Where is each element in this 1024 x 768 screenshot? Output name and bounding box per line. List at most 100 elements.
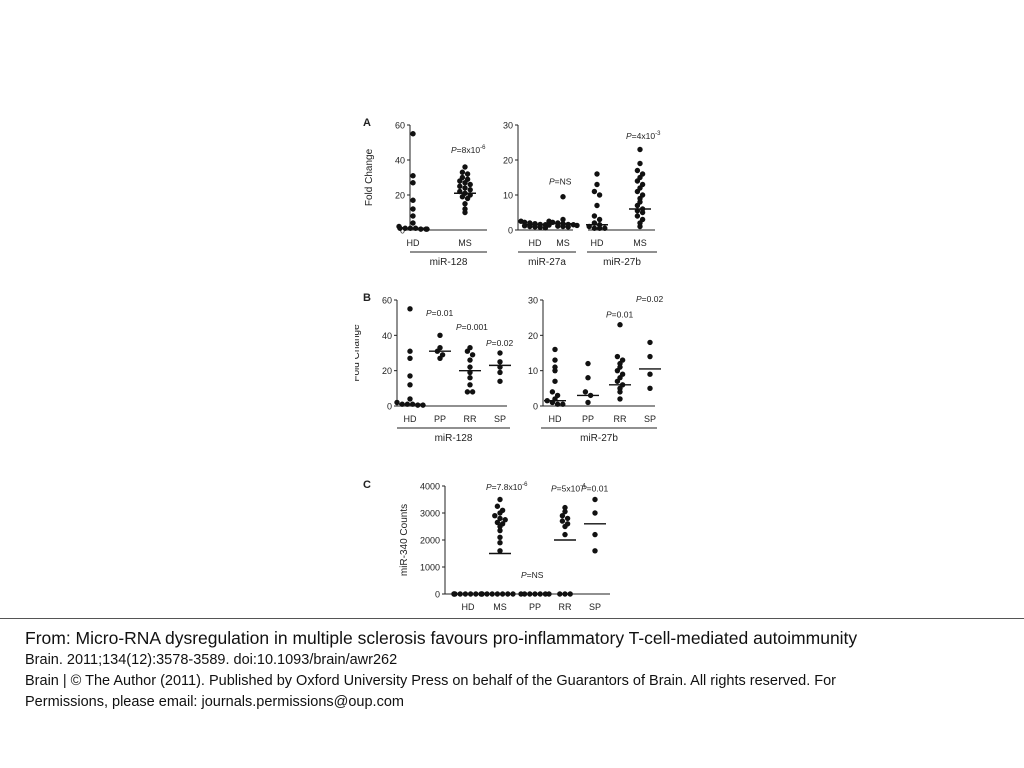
x-tick-label-b-mir-27b: RR [614,414,627,424]
data-point-a-mir-27b-ms [634,202,641,209]
x-tick-label-c-counts: MS [493,602,507,612]
group-label-a-mir-27a: miR-27a [528,257,566,268]
data-point-a-mir-27b-ms [634,188,641,195]
data-point-b-mir-27b-hd [552,357,558,363]
panel-label-b: B [363,292,371,304]
p-value-c-counts-sp: P=0.01 [581,483,608,493]
x-tick-label-c-counts: RR [559,602,572,612]
caption-title: From: Micro-RNA dysregulation in multipl… [25,628,858,648]
x-tick-label-b-mir-27b: HD [549,414,562,424]
data-point-b-mir-128-rr [467,382,473,388]
data-point-a-mir-27b-ms [637,146,643,153]
data-point-c-counts-ms [497,534,503,540]
y-tick-label-a-mir-27a: 10 [503,191,513,201]
data-point-c-counts-hd [479,591,485,597]
y-axis-title-c-counts: miR-340 Counts [399,504,410,576]
x-tick-label-a-mir-128: HD [407,238,420,248]
y-tick-label-b-mir-128: 0 [387,402,392,412]
data-point-a-mir-27b-hd [591,188,598,195]
data-point-b-mir-27b-hd [552,346,558,353]
data-point-a-mir-128-hd [410,197,416,203]
data-point-a-mir-128-hd [410,213,416,219]
y-tick-label-b-mir-27b: 30 [528,296,538,306]
data-point-c-counts-hd [457,591,463,597]
data-point-a-mir-27a-hd [542,225,549,231]
group-label-a-mir-27b: miR-27b [603,257,641,268]
p-value-a-mir-27a-ms: P=NS [549,177,572,187]
x-tick-label-b-mir-128: HD [404,414,417,424]
p-value-c-counts-ms: P=7.8x10-6 [486,482,528,492]
data-point-c-counts-rr [562,504,568,511]
data-point-a-mir-128-ms [462,185,468,191]
y-tick-label-a-mir-27a: 30 [503,121,513,131]
data-point-a-mir-128-ms [462,180,468,186]
data-point-a-mir-27a-ms [560,223,566,230]
data-point-a-mir-128-ms [459,169,466,175]
group-label-b-mir-27b: miR-27b [580,433,618,444]
y-tick-label-a-mir-128: 60 [395,121,405,131]
data-point-a-mir-128-hd [418,226,424,232]
data-point-a-mir-27a-ms [565,224,571,230]
y-tick-label-c-counts: 3000 [420,509,440,519]
figure-svg: A B C 0 20 40 60 Fold Change HD MS miR-128 P=8x10-6… [355,117,663,612]
data-point-b-mir-128-hd [407,373,413,379]
y-tick-label-a-mir-27a: 0 [508,226,513,236]
p-value-b-mir-128-sp: P=0.02 [486,338,513,348]
x-tick-label-c-counts: HD [462,602,475,612]
data-point-b-mir-27b-rr [617,389,623,395]
data-point-c-counts-ms [497,510,503,516]
p-value-b-mir-128-rr: P=0.001 [456,322,488,332]
x-tick-label-a-mir-27a: MS [556,238,570,248]
data-point-b-mir-27b-hd [552,367,558,374]
x-tick-label-c-counts: SP [589,602,601,612]
data-point-b-mir-27b-sp [647,385,653,392]
data-point-b-mir-27b-rr [617,322,623,328]
data-point-b-mir-27b-sp [647,339,653,346]
data-point-c-counts-ms [494,503,501,509]
data-point-a-mir-128-ms [467,187,473,193]
data-point-a-mir-128-hd [424,226,430,232]
data-point-b-mir-27b-pp [585,399,591,406]
y-tick-label-c-counts: 1000 [420,563,440,573]
data-point-b-mir-128-hd [394,399,400,406]
p-value-b-mir-27b-sp: P=0.02 [636,294,663,304]
data-point-c-counts-hd [467,591,474,597]
data-point-c-counts-ms [497,515,503,522]
data-point-c-counts-pp [532,591,538,597]
data-point-a-mir-128-hd [410,206,416,212]
data-point-c-counts-sp [592,496,598,503]
y-tick-label-c-counts: 2000 [420,536,440,546]
data-point-c-counts-pp [527,591,533,597]
data-point-c-counts-rr [559,513,566,519]
data-point-a-mir-27b-ms [634,178,641,184]
data-point-a-mir-27b-ms [639,209,646,216]
data-point-a-mir-128-ms [464,171,471,177]
data-point-c-counts-rr [564,515,571,522]
data-point-a-mir-27b-hd [594,202,600,209]
x-tick-label-a-mir-128: MS [458,238,472,248]
x-tick-label-b-mir-27b: SP [644,414,656,424]
panel-label-a: A [363,117,371,129]
y-tick-label-b-mir-128: 20 [382,366,392,376]
data-point-a-mir-27a-hd [537,224,543,230]
data-point-b-mir-27b-pp [582,389,589,395]
data-point-b-mir-128-pp [437,332,443,339]
data-point-b-mir-128-rr [467,375,473,381]
data-point-b-mir-128-hd [420,402,426,408]
data-point-a-mir-128-ms [464,195,471,202]
data-point-b-mir-27b-rr [614,353,621,360]
data-point-c-counts-sp [592,510,598,516]
data-point-c-counts-ms [499,591,506,597]
group-label-b-mir-128: miR-128 [435,433,473,444]
data-point-a-mir-128-hd [397,225,403,231]
data-point-c-counts-ms [502,517,508,523]
data-point-a-mir-27b-hd [596,225,603,231]
x-tick-label-b-mir-128: RR [464,414,477,424]
data-point-a-mir-128-ms [462,209,468,216]
data-point-a-mir-27b-ms [634,213,641,219]
p-value-c-counts-rr: P=5x10-4 [551,483,586,493]
data-point-b-mir-27b-sp [647,353,653,360]
y-tick-label-c-counts: 4000 [420,482,440,492]
data-point-c-counts-ms [492,513,498,519]
caption-block: From: Micro-RNA dysregulation in multipl… [25,627,1005,713]
